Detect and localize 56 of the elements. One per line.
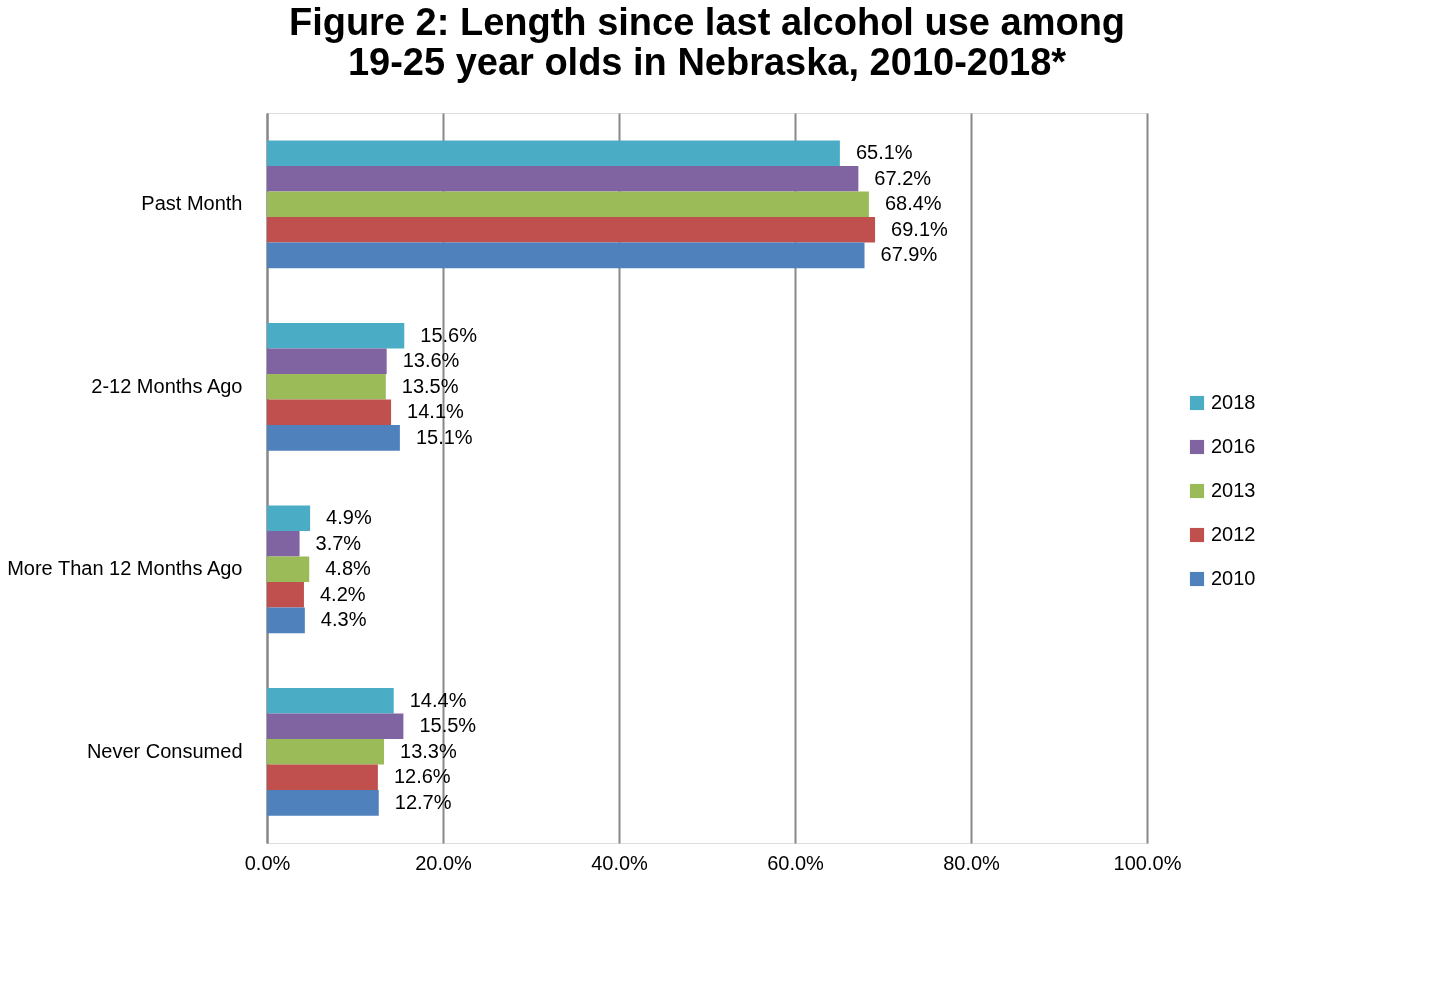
y-tick-label: More Than 12 Months Ago xyxy=(7,557,243,580)
legend-label: 2012 xyxy=(1211,523,1256,545)
x-tick-label: 0.0% xyxy=(244,851,291,874)
y-tick-label: Never Consumed xyxy=(86,739,243,762)
data-label: 15.5% xyxy=(419,714,477,737)
data-label: 67.2% xyxy=(874,166,932,189)
bar xyxy=(267,217,876,243)
bar xyxy=(267,687,394,714)
data-label: 68.4% xyxy=(884,192,942,215)
x-tick-label: 60.0% xyxy=(767,851,825,874)
data-label: 67.9% xyxy=(880,243,938,266)
data-label: 65.1% xyxy=(855,141,913,164)
bar xyxy=(267,165,859,192)
y-tick-label: Past Month xyxy=(141,192,243,215)
data-label: 14.4% xyxy=(409,688,467,711)
bar xyxy=(267,582,304,608)
bar xyxy=(267,242,865,269)
bar xyxy=(267,713,404,739)
data-label: 14.1% xyxy=(407,400,465,423)
data-label: 13.6% xyxy=(402,349,460,372)
bar xyxy=(267,191,869,218)
data-label: 4.8% xyxy=(325,557,372,580)
data-label: 4.3% xyxy=(320,608,367,631)
data-label: 4.2% xyxy=(319,582,366,605)
bar xyxy=(267,348,387,374)
data-label: 69.1% xyxy=(891,217,949,240)
data-label: 13.5% xyxy=(401,374,459,397)
bar xyxy=(267,425,400,451)
y-tick-label: 2-12 Months Ago xyxy=(91,374,243,397)
chart-title: Figure 2: Length since last alcohol use among 19-25 year olds in Nebraska, 2010-2018* xyxy=(288,1,1126,83)
bar xyxy=(267,399,392,426)
data-label: 3.7% xyxy=(315,531,362,554)
bar xyxy=(267,556,310,583)
x-tick-label: 80.0% xyxy=(943,851,1001,874)
bar xyxy=(267,373,386,400)
bar xyxy=(267,322,405,349)
bar xyxy=(267,607,305,634)
data-label: 12.6% xyxy=(393,765,451,788)
x-tick-label: 100.0% xyxy=(1113,851,1182,874)
bar xyxy=(267,505,311,531)
data-label: 12.7% xyxy=(394,790,452,813)
data-label: 15.6% xyxy=(420,323,478,346)
legend-label: 2013 xyxy=(1211,479,1256,501)
bar xyxy=(267,790,379,816)
bar xyxy=(267,530,300,557)
data-label: 15.1% xyxy=(415,425,473,448)
x-tick-label: 20.0% xyxy=(415,851,473,874)
legend-label: 2016 xyxy=(1211,435,1256,457)
data-label: 4.9% xyxy=(326,506,372,529)
bar xyxy=(267,140,840,166)
legend-label: 2010 xyxy=(1211,567,1256,589)
data-label: 13.3% xyxy=(400,739,457,762)
bar xyxy=(267,764,378,791)
bar xyxy=(267,738,385,765)
x-tick-label: 40.0% xyxy=(591,851,649,874)
legend-label: 2018 xyxy=(1211,391,1256,413)
